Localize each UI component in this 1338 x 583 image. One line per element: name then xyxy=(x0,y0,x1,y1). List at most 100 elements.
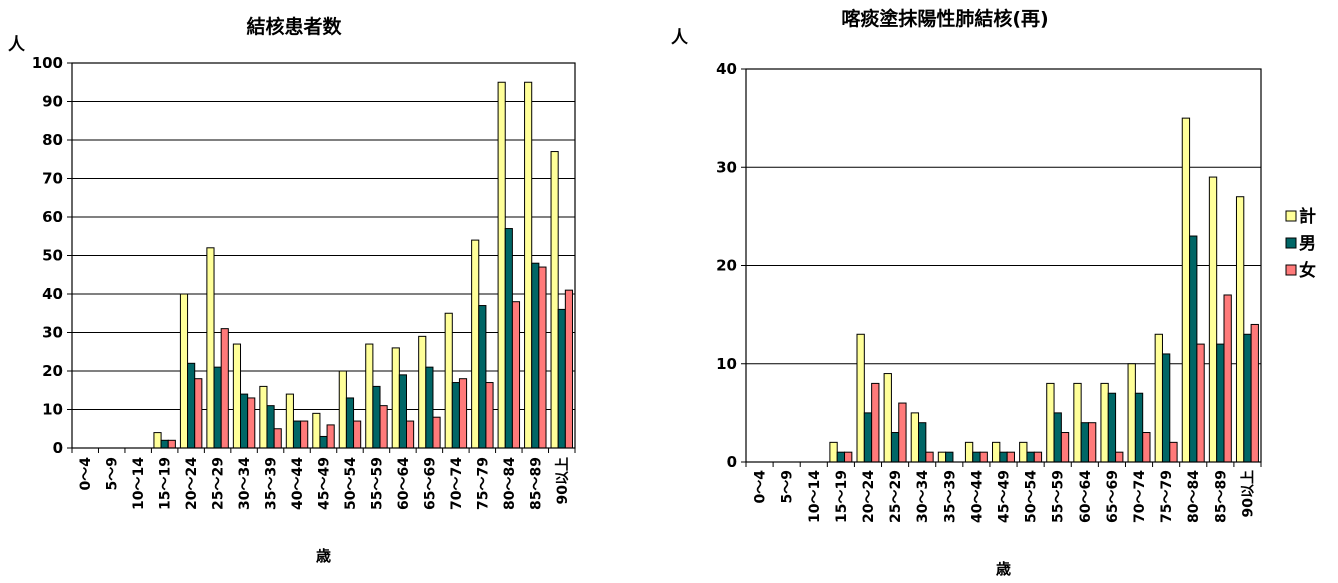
bar-女-5 xyxy=(220,328,229,449)
bar-計-6 xyxy=(910,412,920,463)
y-tick-label: 60 xyxy=(42,208,63,226)
x-tick-label: 60～64 xyxy=(1078,470,1094,523)
bar-男-13 xyxy=(425,366,434,449)
bar-男-8 xyxy=(972,451,981,463)
bar-男-5 xyxy=(890,432,900,463)
x-tick-label: 70～74 xyxy=(1132,470,1148,523)
bar-女-9 xyxy=(1006,451,1015,463)
bar-男-9 xyxy=(319,435,328,449)
bar-女-12 xyxy=(1087,422,1097,463)
y-tick-label: 10 xyxy=(716,355,737,373)
bar-計-4 xyxy=(179,293,189,449)
bar-女-12 xyxy=(406,420,415,449)
bar-計-8 xyxy=(285,393,294,449)
bar-女-18 xyxy=(564,289,573,449)
x-axis-label: 歳 xyxy=(996,560,1011,578)
bar-女-8 xyxy=(300,420,309,449)
y-tick-label: 20 xyxy=(716,257,737,275)
x-tick-label: 70～74 xyxy=(449,457,465,510)
x-tick-label: 40～44 xyxy=(969,470,985,523)
bar-計-14 xyxy=(444,312,453,449)
y-tick-label: 0 xyxy=(727,453,737,471)
x-tick-label: 75～79 xyxy=(1159,470,1175,523)
bar-女-14 xyxy=(1142,432,1151,463)
bar-女-4 xyxy=(194,378,203,449)
bar-計-5 xyxy=(206,247,215,449)
legend-label-女: 女 xyxy=(1299,260,1316,281)
bar-男-10 xyxy=(1026,451,1035,463)
x-tick-label: 15～19 xyxy=(834,470,850,523)
bar-男-14 xyxy=(1134,392,1144,463)
x-tick-label: 25～29 xyxy=(211,457,227,510)
bar-計-3 xyxy=(829,441,838,463)
x-tick-label: 85～89 xyxy=(1213,470,1229,523)
x-tick-label: 0～4 xyxy=(78,457,94,491)
bar-男-12 xyxy=(1080,422,1089,463)
bar-計-18 xyxy=(1235,196,1245,463)
bar-女-10 xyxy=(353,420,362,449)
y-tick-label: 40 xyxy=(42,285,63,303)
bar-男-6 xyxy=(240,393,249,449)
bar-男-15 xyxy=(478,305,487,449)
bar-計-13 xyxy=(418,335,427,449)
x-tick-label: 5～9 xyxy=(105,457,121,490)
bar-女-9 xyxy=(326,424,335,449)
bar-男-4 xyxy=(863,412,873,463)
bar-女-17 xyxy=(538,266,547,449)
bar-計-10 xyxy=(1019,441,1028,463)
bar-計-7 xyxy=(259,385,268,449)
legend: 計男女 xyxy=(1285,206,1316,281)
bar-男-12 xyxy=(398,374,408,449)
bar-男-17 xyxy=(531,262,540,449)
bar-男-17 xyxy=(1216,343,1225,463)
bar-計-4 xyxy=(856,333,865,463)
y-tick-label: 30 xyxy=(716,158,737,176)
bar-女-13 xyxy=(432,416,441,449)
bar-計-15 xyxy=(1154,333,1163,463)
bar-男-11 xyxy=(372,385,381,449)
x-tick-label: 60～64 xyxy=(396,457,412,510)
bar-男-3 xyxy=(160,439,169,449)
x-tick-label: 75～79 xyxy=(475,457,491,510)
x-tick-label: 65～69 xyxy=(1105,470,1121,523)
y-tick-label: 100 xyxy=(32,54,63,72)
bar-計-10 xyxy=(338,370,347,449)
bar-女-8 xyxy=(979,451,988,463)
bar-男-18 xyxy=(557,308,566,449)
x-tick-label: 55～59 xyxy=(1051,470,1067,523)
bar-男-16 xyxy=(1189,235,1198,463)
legend-label-男: 男 xyxy=(1299,234,1316,254)
x-tick-label: 55～59 xyxy=(369,457,385,510)
chart-title: 結核患者数 xyxy=(246,15,342,38)
y-tick-label: 20 xyxy=(42,362,63,380)
x-tick-label: 80～84 xyxy=(1186,470,1202,523)
x-tick-label: 50～54 xyxy=(343,457,359,510)
bar-女-17 xyxy=(1223,294,1232,463)
x-tick-label: 40～44 xyxy=(290,457,306,510)
x-tick-label: 45～49 xyxy=(317,457,333,510)
bar-男-3 xyxy=(836,451,846,463)
bar-計-5 xyxy=(883,373,892,463)
x-tick-label: 30～34 xyxy=(915,470,931,523)
y-axis-unit-label: 人 xyxy=(8,35,26,55)
bar-男-4 xyxy=(187,362,196,449)
bar-計-3 xyxy=(153,432,162,449)
x-tick-label: 80～84 xyxy=(502,457,518,510)
x-tick-label: 85～89 xyxy=(528,457,544,510)
bar-計-11 xyxy=(1046,382,1055,463)
x-tick-label: 35～39 xyxy=(264,457,280,510)
legend-swatch-計 xyxy=(1285,210,1297,222)
bar-男-9 xyxy=(999,451,1008,463)
bar-計-11 xyxy=(365,343,374,449)
bar-女-14 xyxy=(458,378,468,449)
bar-計-13 xyxy=(1100,382,1109,463)
bar-女-5 xyxy=(898,402,907,463)
legend-swatch-女 xyxy=(1285,264,1297,276)
y-tick-label: 10 xyxy=(42,401,63,419)
bar-男-8 xyxy=(292,420,302,449)
x-tick-label: 65～69 xyxy=(422,457,438,510)
bar-女-16 xyxy=(511,301,521,449)
x-axis-label: 歳 xyxy=(316,547,331,565)
bar-男-14 xyxy=(451,382,460,449)
